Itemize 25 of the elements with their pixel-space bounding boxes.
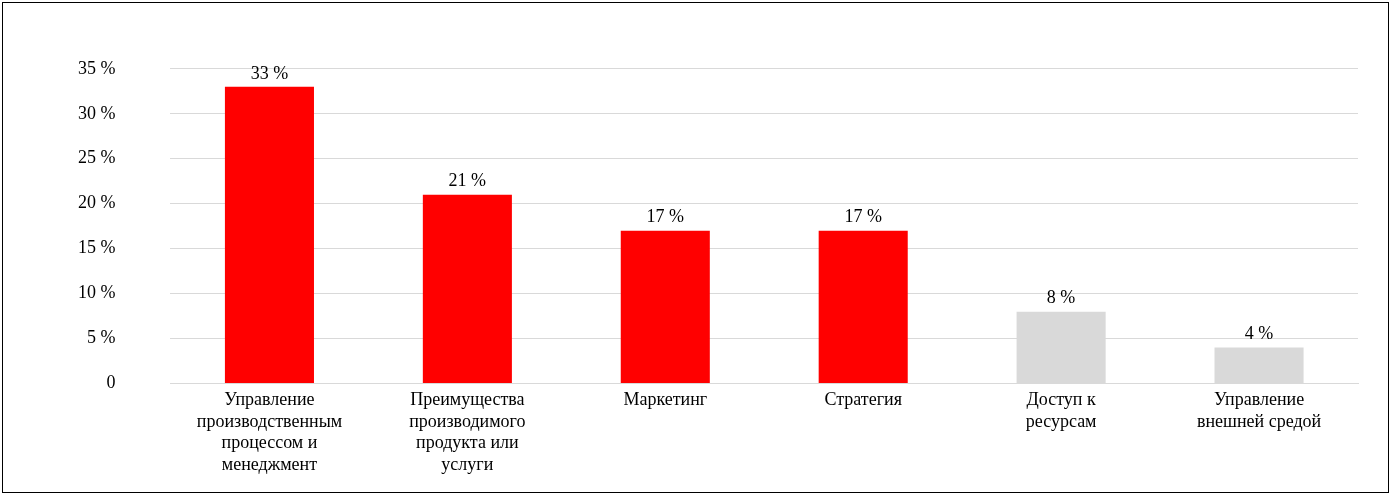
data-label: 21 % [448,170,487,191]
x-tick-label: Стратегия [824,389,902,410]
data-label: 33 % [250,62,289,83]
x-tick-label: Преимущества производимого продукта или услуги [409,389,526,474]
x-tick-label: Управление внешней средой [1196,389,1322,431]
y-tick-label: 20 % [77,192,116,213]
y-tick-label: 35 % [77,57,116,78]
y-tick-label: 10 % [77,282,116,303]
x-tick-label: Доступ к ресурсам [1025,389,1097,431]
data-label: 17 % [646,206,685,227]
x-tick-label: Управление производственным процессом и менеджмент [196,389,343,474]
data-label: 4 % [1244,323,1274,344]
bar [1214,347,1304,384]
x-tick-label: Маркетинг [623,389,708,410]
bar [818,230,908,384]
data-label: 8 % [1046,287,1076,308]
y-tick-label: 5 % [86,327,116,348]
bar [224,86,314,384]
bar [620,230,710,384]
y-tick-label: 0 [106,372,116,393]
bar [422,194,512,384]
y-tick-label: 25 % [77,147,116,168]
y-tick-label: 15 % [77,237,116,258]
y-tick-label: 30 % [77,102,116,123]
data-label: 17 % [844,206,882,227]
